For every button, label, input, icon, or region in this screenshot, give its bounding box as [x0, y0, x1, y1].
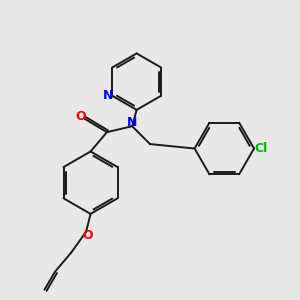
Text: N: N	[103, 89, 113, 102]
Text: O: O	[82, 229, 93, 242]
Text: Cl: Cl	[254, 142, 267, 155]
Text: N: N	[127, 116, 137, 129]
Text: O: O	[75, 110, 86, 123]
